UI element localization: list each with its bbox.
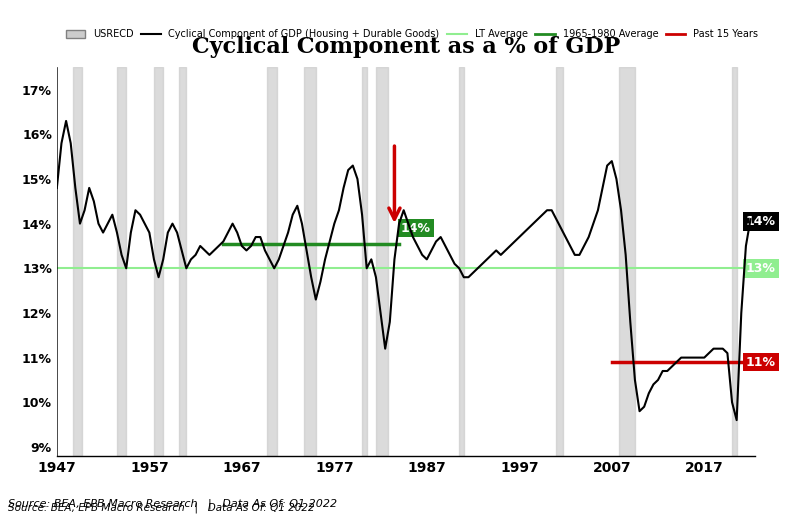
Bar	[362, 67, 367, 456]
1965-1980 Average	[393, 241, 403, 247]
1965-1980 Average	[218, 241, 228, 247]
Bar	[375, 67, 387, 456]
Legend: USRECD, Cyclical Component of GDP (Housing + Durable Goods), LT Average, 1965-19: USRECD, Cyclical Component of GDP (Housi…	[62, 25, 762, 44]
Text: 14%: 14%	[401, 222, 431, 235]
Text: 14%: 14%	[745, 215, 775, 228]
Bar	[179, 67, 186, 456]
Past 15 Years	[744, 359, 754, 365]
Bar	[458, 67, 463, 456]
Bar	[618, 67, 634, 456]
Title: Cyclical Component as a % of GDP: Cyclical Component as a % of GDP	[191, 36, 620, 59]
Bar	[117, 67, 126, 456]
Text: 11%: 11%	[745, 355, 775, 369]
Bar	[732, 67, 736, 456]
Bar	[304, 67, 315, 456]
Bar	[556, 67, 563, 456]
Bar	[154, 67, 163, 456]
Bar	[73, 67, 82, 456]
Past 15 Years	[606, 359, 616, 365]
Bar	[267, 67, 277, 456]
Text: Source: BEA, EPB Macro Research   |   Data As Of: Q1 2022: Source: BEA, EPB Macro Research | Data A…	[8, 499, 337, 509]
Text: Source: BEA, EPB Macro Research   |   Data As Of: Q1 2022: Source: BEA, EPB Macro Research | Data A…	[8, 502, 315, 513]
Text: 13%: 13%	[745, 262, 775, 275]
